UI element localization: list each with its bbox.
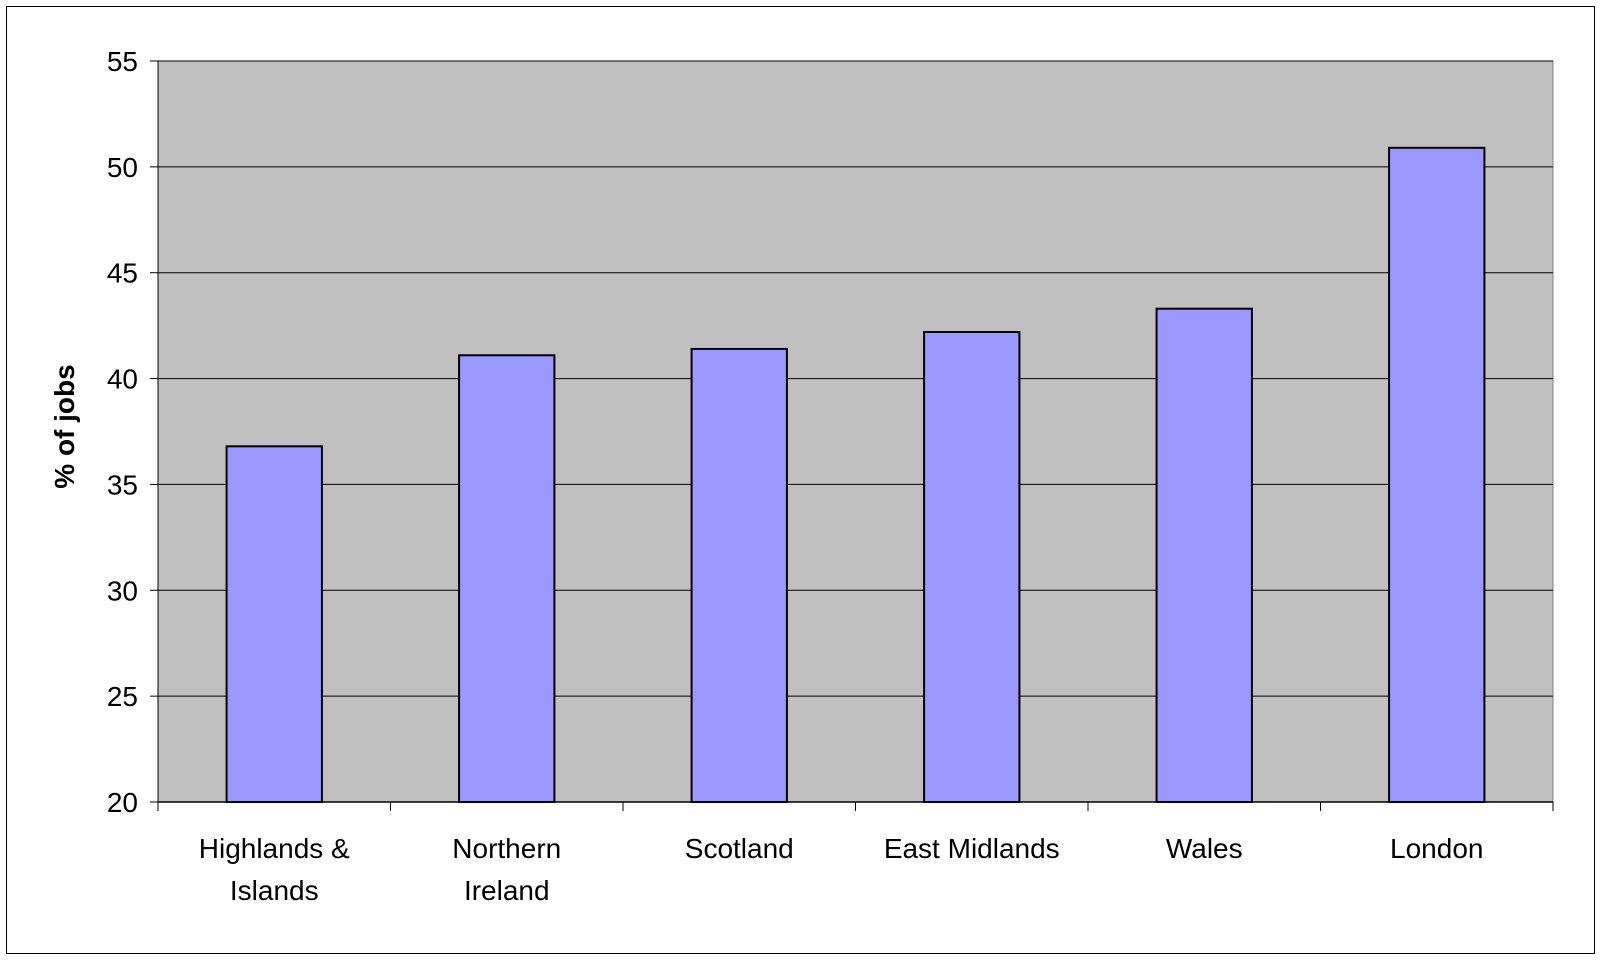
x-tick-label-line: Islands bbox=[230, 875, 319, 906]
x-tick-label-line: Ireland bbox=[464, 875, 550, 906]
x-tick-label: East Midlands bbox=[884, 833, 1060, 864]
bars bbox=[225, 146, 1486, 803]
y-tick-label: 40 bbox=[107, 364, 138, 395]
x-tick-label-line: London bbox=[1390, 833, 1483, 864]
x-tick-labels: Highlands & Islands Northern Ireland Scotlan… bbox=[199, 833, 1484, 906]
x-tick-label: London bbox=[1390, 833, 1483, 864]
x-tick-label-line: Northern bbox=[452, 833, 561, 864]
x-tick-label: Wales bbox=[1166, 833, 1243, 864]
y-tick-labels: 20 25 30 35 40 45 50 55 bbox=[107, 46, 138, 818]
y-tick-label: 30 bbox=[107, 575, 138, 606]
y-tick-label: 25 bbox=[107, 681, 138, 712]
bar bbox=[923, 330, 1021, 803]
y-tick-label: 35 bbox=[107, 469, 138, 500]
x-tick-label: Northern Ireland bbox=[452, 833, 561, 906]
bar bbox=[225, 445, 323, 803]
plot-area bbox=[157, 60, 1554, 803]
x-tick-label-line: Highlands & bbox=[199, 833, 350, 864]
bar bbox=[690, 347, 788, 803]
x-tick-label: Scotland bbox=[685, 833, 794, 864]
y-tick-label: 50 bbox=[107, 152, 138, 183]
x-tick-label: Highlands & Islands bbox=[199, 833, 350, 906]
y-tick-label: 20 bbox=[107, 787, 138, 818]
bar bbox=[458, 354, 556, 803]
axes bbox=[150, 60, 1554, 811]
x-tick-label-line: Wales bbox=[1166, 833, 1243, 864]
bar bbox=[1155, 307, 1253, 803]
x-tick-label-line: East Midlands bbox=[884, 833, 1060, 864]
x-tick-label-line: Scotland bbox=[685, 833, 794, 864]
y-tick-label: 55 bbox=[107, 46, 138, 77]
bar bbox=[1388, 146, 1486, 803]
y-axis-title: % of jobs bbox=[49, 364, 80, 488]
gridlines bbox=[158, 60, 1553, 697]
y-tick-label: 45 bbox=[107, 258, 138, 289]
